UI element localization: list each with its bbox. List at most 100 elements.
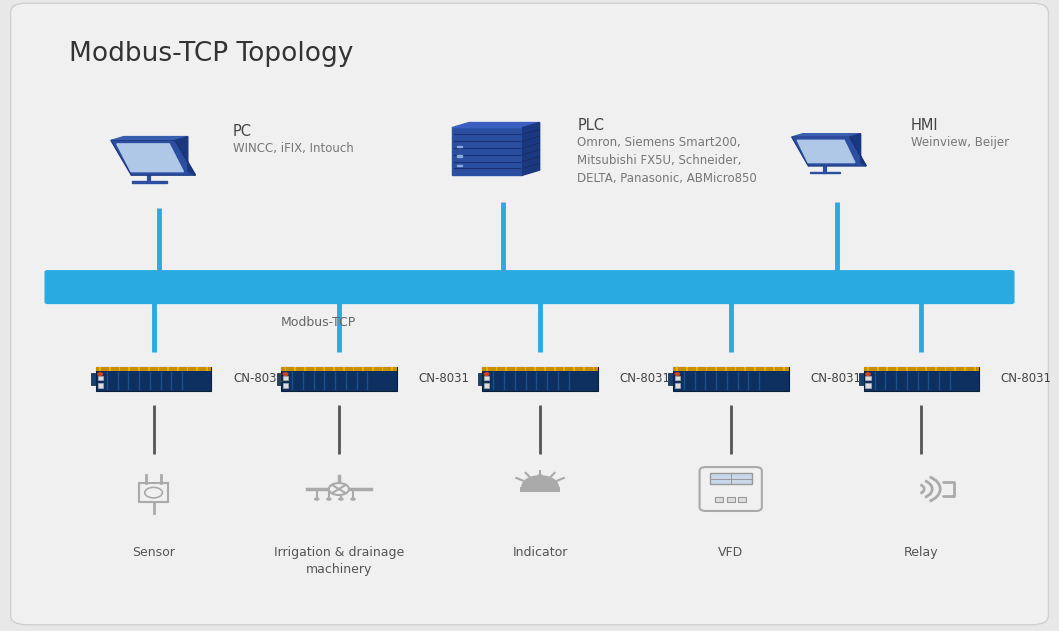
Bar	[505, 367, 507, 371]
Bar	[524, 367, 526, 371]
Bar	[926, 367, 927, 371]
Bar	[675, 383, 680, 388]
Bar	[167, 367, 169, 371]
Bar	[478, 373, 482, 384]
FancyBboxPatch shape	[700, 467, 761, 511]
Text: Sensor: Sensor	[132, 546, 175, 559]
Polygon shape	[111, 141, 196, 175]
Polygon shape	[792, 137, 866, 166]
Bar	[582, 367, 585, 371]
Bar	[362, 367, 364, 371]
Bar	[323, 367, 325, 371]
Bar	[544, 367, 545, 371]
Bar	[283, 383, 288, 388]
Circle shape	[328, 483, 349, 495]
Bar	[392, 367, 393, 371]
Bar	[484, 383, 489, 388]
Circle shape	[283, 373, 288, 375]
Bar	[964, 367, 966, 371]
Bar	[735, 367, 736, 371]
Bar	[456, 165, 462, 167]
Polygon shape	[116, 144, 183, 172]
Bar	[725, 367, 726, 371]
Text: CN-8031: CN-8031	[620, 372, 670, 385]
Bar	[773, 367, 775, 371]
Bar	[482, 367, 598, 391]
Bar	[867, 367, 868, 371]
Bar	[563, 367, 566, 371]
Text: Omron, Siemens Smart200,
Mitsubishi FX5U, Schneider,
DELTA, Panasonic, ABMicro85: Omron, Siemens Smart200, Mitsubishi FX5U…	[577, 136, 757, 185]
FancyBboxPatch shape	[44, 270, 1015, 304]
Text: CN-8031: CN-8031	[810, 372, 861, 385]
Polygon shape	[452, 122, 540, 127]
Text: Weinview, Beijer: Weinview, Beijer	[911, 136, 1009, 149]
Bar	[97, 383, 103, 388]
Bar	[456, 146, 462, 148]
Bar	[859, 373, 863, 384]
Bar	[281, 367, 397, 372]
Bar	[482, 367, 598, 372]
Bar	[294, 367, 297, 371]
Circle shape	[338, 497, 344, 501]
Circle shape	[485, 373, 489, 375]
Bar	[95, 367, 212, 372]
Bar	[95, 367, 212, 391]
Polygon shape	[849, 134, 866, 166]
Bar	[381, 367, 383, 371]
Bar	[744, 367, 747, 371]
Bar	[945, 367, 947, 371]
Bar	[496, 367, 498, 371]
Bar	[456, 155, 462, 157]
Circle shape	[326, 497, 331, 501]
Bar	[954, 367, 956, 371]
Bar	[196, 367, 198, 371]
Bar	[573, 367, 575, 371]
Bar	[140, 483, 167, 502]
Bar	[138, 367, 140, 371]
Text: Indicator: Indicator	[513, 546, 568, 559]
Polygon shape	[111, 136, 187, 141]
Circle shape	[351, 497, 356, 501]
Text: Modbus-TCP Topology: Modbus-TCP Topology	[69, 41, 354, 67]
Bar	[119, 367, 121, 371]
Bar	[372, 367, 374, 371]
Bar	[91, 373, 95, 384]
Text: Irrigation & drainage
machinery: Irrigation & drainage machinery	[274, 546, 403, 576]
Polygon shape	[522, 476, 558, 487]
Bar	[672, 367, 789, 372]
Polygon shape	[522, 122, 540, 175]
Bar	[865, 383, 870, 388]
Bar	[484, 375, 489, 380]
Bar	[520, 487, 560, 492]
Circle shape	[537, 474, 543, 478]
Bar	[109, 367, 111, 371]
Bar	[974, 367, 975, 371]
Bar	[886, 367, 889, 371]
Bar	[686, 367, 688, 371]
Bar	[710, 473, 752, 485]
Circle shape	[97, 373, 103, 375]
Bar	[705, 367, 707, 371]
Polygon shape	[810, 172, 840, 173]
Polygon shape	[792, 134, 861, 137]
Bar	[668, 373, 672, 384]
Bar	[716, 497, 723, 502]
Bar	[738, 497, 746, 502]
Bar	[281, 367, 397, 391]
Bar	[515, 367, 517, 371]
Bar	[677, 367, 678, 371]
Bar	[283, 375, 288, 380]
Bar	[313, 367, 316, 371]
Bar	[593, 367, 594, 371]
Bar	[675, 375, 680, 380]
Bar	[148, 367, 149, 371]
Bar	[696, 367, 698, 371]
Bar	[486, 367, 487, 371]
Text: PC: PC	[233, 124, 252, 139]
Text: CN-8031: CN-8031	[418, 372, 469, 385]
Bar	[353, 367, 355, 371]
Bar	[343, 367, 344, 371]
Bar	[672, 367, 789, 391]
Bar	[100, 367, 101, 371]
Text: VFD: VFD	[718, 546, 743, 559]
